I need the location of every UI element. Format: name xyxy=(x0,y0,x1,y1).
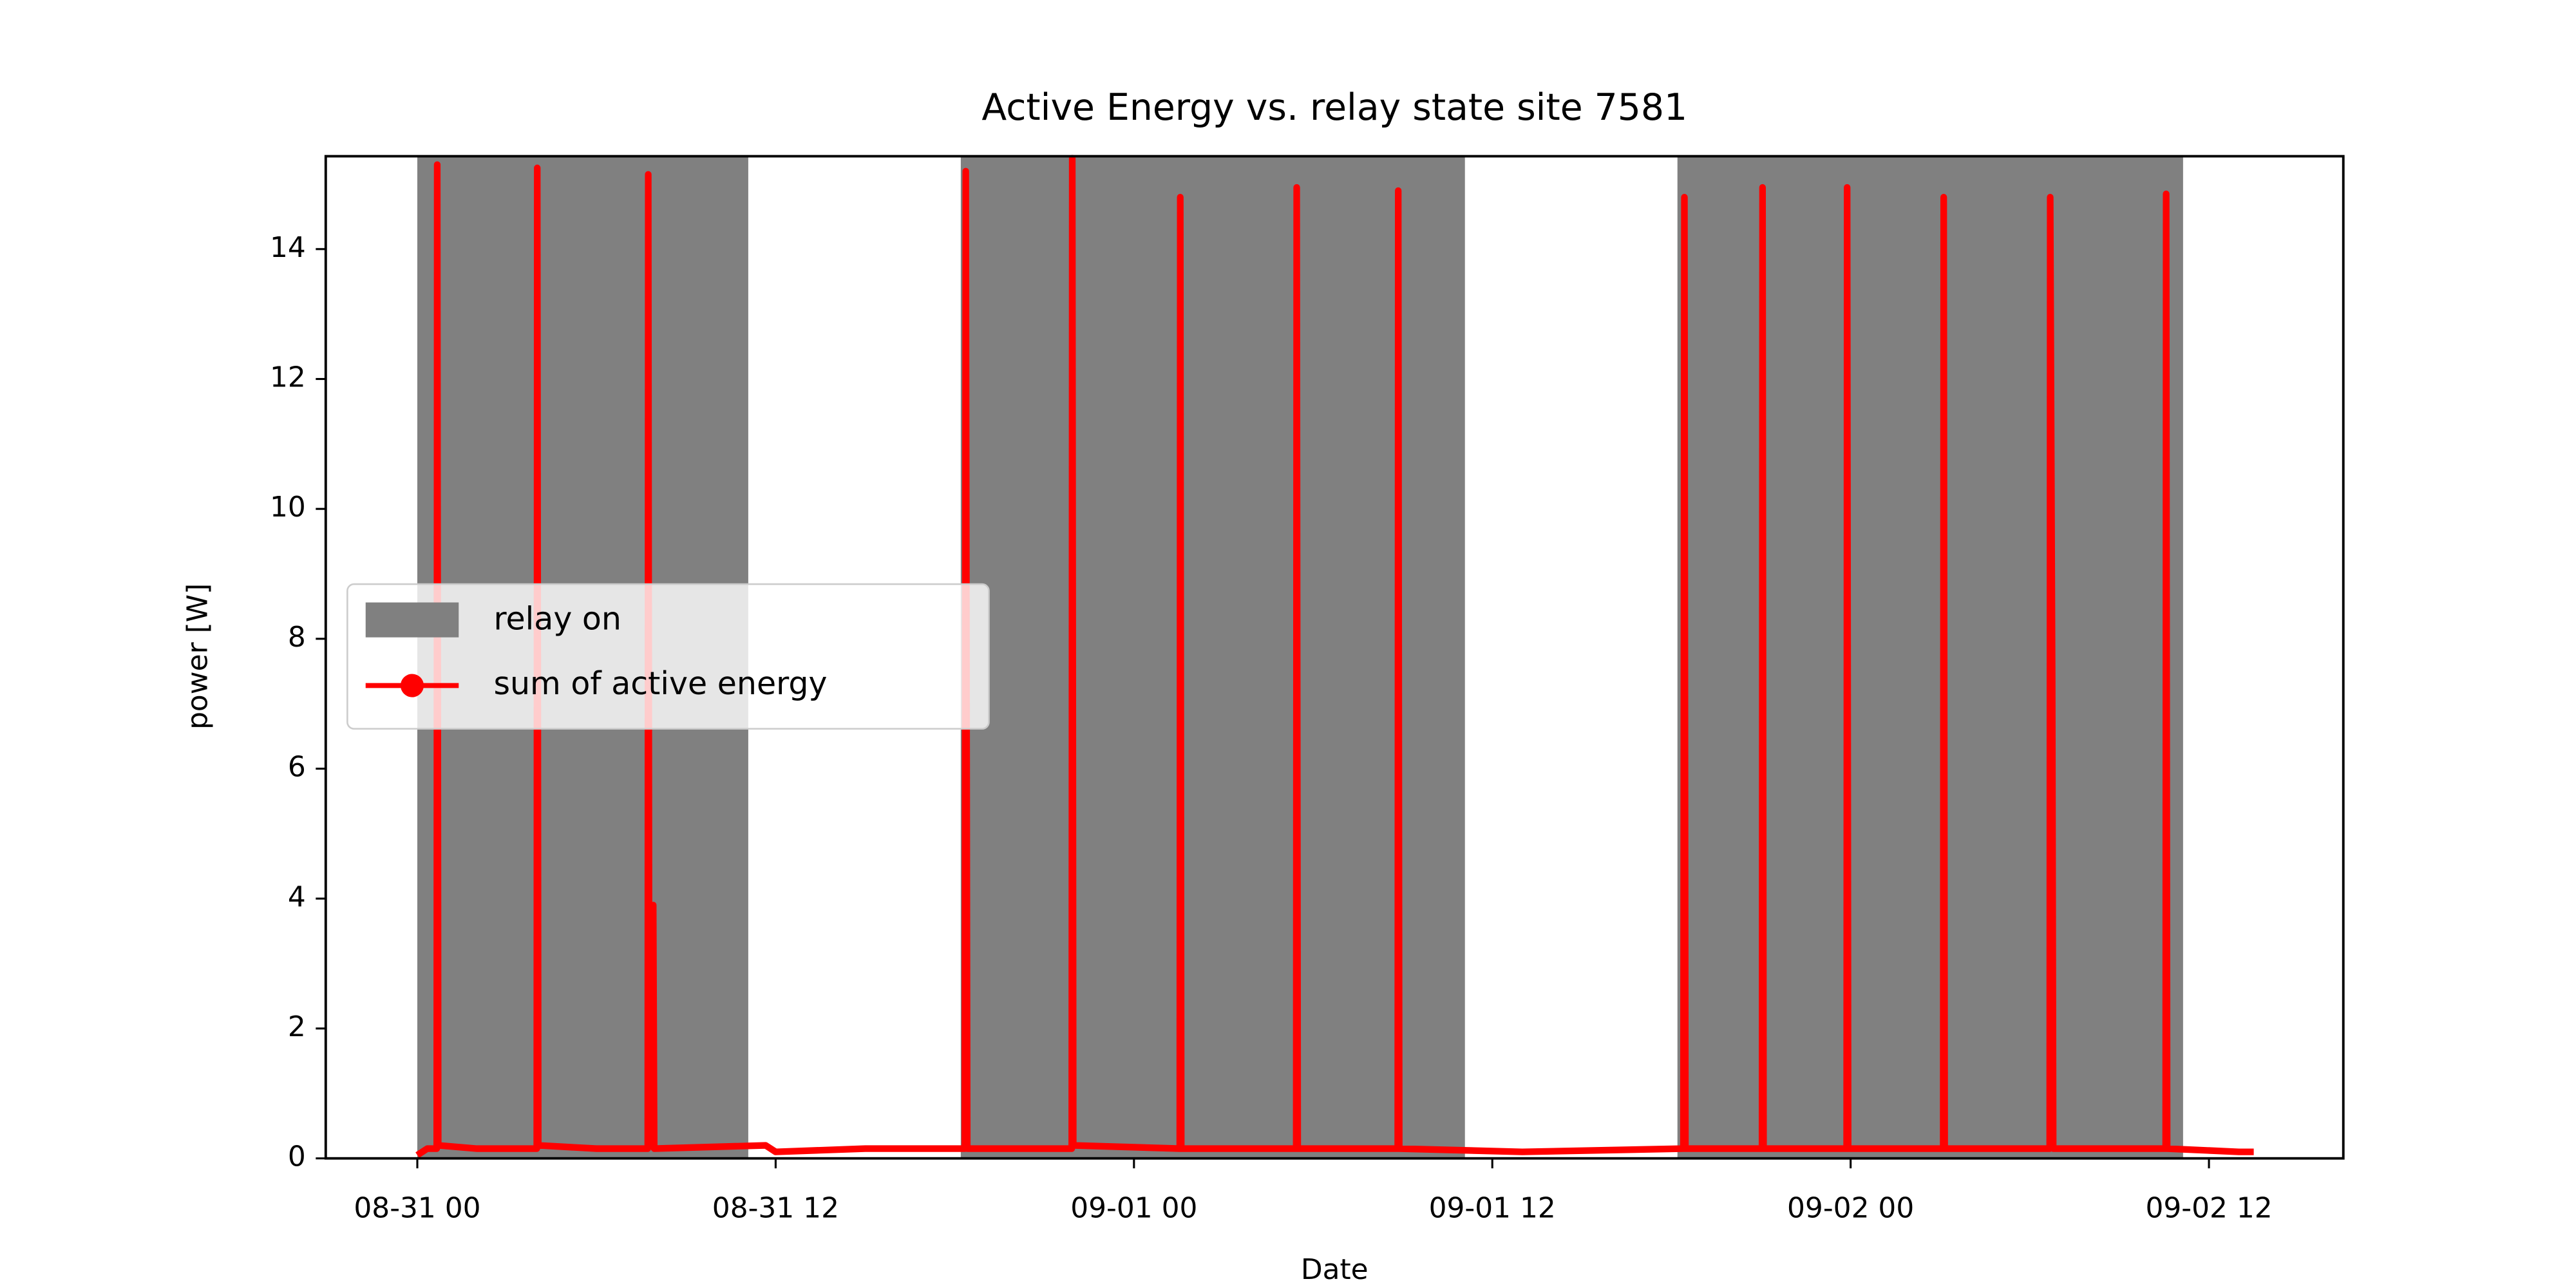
data-line xyxy=(415,155,2254,1158)
axes-frame xyxy=(324,155,2345,1160)
legend-box xyxy=(346,583,990,730)
x-tick-label: 08-31 12 xyxy=(712,1192,839,1225)
y-axis-label: power [W] xyxy=(182,583,214,730)
legend-label: sum of active energy xyxy=(493,665,827,702)
chart-title: Active Energy vs. relay state site 7581 xyxy=(981,86,1687,129)
y-tick-label: 0 xyxy=(288,1141,306,1173)
y-tick-label: 10 xyxy=(270,491,306,524)
y-tick-label: 4 xyxy=(288,880,306,913)
x-tick-label: 09-02 00 xyxy=(1787,1192,1914,1225)
legend-marker xyxy=(400,674,424,697)
x-axis-label: Date xyxy=(1301,1253,1368,1286)
x-tick-label: 08-31 00 xyxy=(354,1192,480,1225)
relay-span xyxy=(960,156,1465,1159)
y-tick-label: 6 xyxy=(288,751,306,784)
y-tick-label: 14 xyxy=(270,231,306,264)
relay-span xyxy=(1677,156,2183,1159)
legend: relay on sum of active energy xyxy=(346,583,990,730)
legend-swatch xyxy=(365,602,459,638)
x-tick-label: 09-02 12 xyxy=(2145,1192,2272,1225)
y-tick-label: 8 xyxy=(288,621,306,654)
y-tick-label: 12 xyxy=(270,361,306,393)
x-tick-label: 09-01 00 xyxy=(1070,1192,1197,1225)
legend-label: relay on xyxy=(493,600,621,637)
y-tick-label: 2 xyxy=(288,1010,306,1043)
x-tick-label: 09-01 12 xyxy=(1429,1192,1556,1225)
